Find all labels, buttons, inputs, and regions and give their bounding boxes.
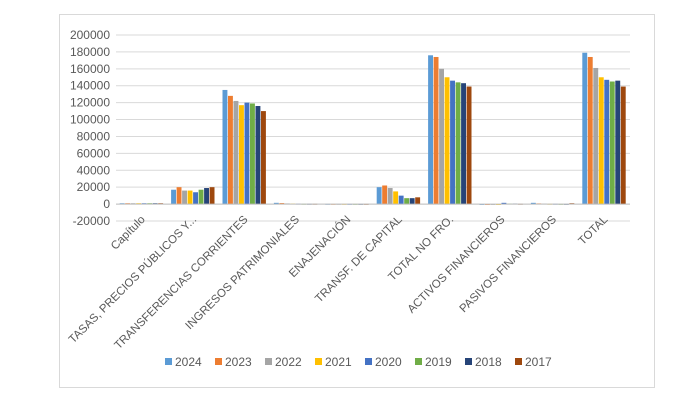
bar-2019-5 (404, 198, 410, 205)
bar-2024-9 (582, 52, 588, 205)
bar-2017-2 (261, 111, 266, 205)
legend-label-2017: 2017 (525, 355, 552, 369)
y-tick-label: 60000 (77, 146, 111, 160)
bar-2021-6 (444, 77, 450, 205)
bar-2022-9 (593, 67, 599, 205)
bars (119, 52, 626, 205)
bar-2018-9 (615, 80, 621, 205)
y-tick-label: 100000 (70, 113, 110, 127)
bar-2024-3 (273, 202, 279, 205)
bar-2020-5 (398, 195, 404, 205)
bar-2022-6 (439, 68, 444, 205)
bar-2017-5 (415, 197, 421, 205)
legend-swatch-2020 (365, 358, 372, 365)
bar-2020-6 (450, 80, 455, 205)
bar-2024-6 (428, 55, 433, 205)
y-tick-label: 200000 (70, 28, 110, 42)
bar-2023-5 (382, 185, 388, 205)
x-category-label: Capítulo (109, 214, 148, 253)
bar-2023-3 (279, 203, 285, 205)
bar-2017-6 (466, 86, 472, 205)
y-tick-label: -20000 (73, 214, 111, 228)
chart-frame (59, 14, 655, 388)
bar-2020-9 (604, 79, 610, 205)
bar-2020-7 (501, 202, 507, 205)
legend-label-2023: 2023 (225, 355, 252, 369)
y-tick-label: 20000 (77, 180, 111, 194)
bar-2024-1 (171, 189, 176, 205)
bar-2020-1 (193, 192, 198, 205)
bar-2024-5 (376, 187, 382, 205)
x-category-label: PASIVOS FINANCIEROS (458, 214, 560, 316)
bar-2019-2 (250, 103, 255, 205)
bar-2023-1 (176, 187, 182, 205)
legend-label-2020: 2020 (375, 355, 402, 369)
legend-swatch-2022 (265, 358, 272, 365)
legend-swatch-2017 (515, 358, 522, 365)
legend-label-2022: 2022 (275, 355, 302, 369)
bar-2023-6 (433, 56, 439, 205)
y-axis-tick-labels: -20000 0 20000 40000 60000 80000 100000 120000 1… (70, 28, 110, 228)
bar-2018-6 (461, 83, 466, 205)
bar-2017-9 (620, 86, 626, 205)
bar-2018-2 (255, 106, 261, 205)
y-tick-label: 140000 (70, 79, 110, 93)
legend-label-2024: 2024 (175, 355, 202, 369)
bar-2019-1 (198, 189, 204, 205)
bar-2021-5 (393, 191, 399, 205)
bar-2017-1 (209, 187, 215, 205)
y-tick-label: 160000 (70, 62, 110, 76)
y-tick-label: 80000 (77, 129, 111, 143)
bar-2022-5 (387, 188, 393, 205)
legend-swatch-2024 (165, 358, 172, 365)
bar-2021-9 (598, 77, 604, 205)
bar-2021-2 (239, 105, 244, 205)
bar-2018-1 (204, 188, 209, 205)
legend-swatch-2023 (215, 358, 222, 365)
bar-2020-2 (244, 102, 250, 205)
y-tick-label: 120000 (70, 96, 110, 110)
bar-2019-6 (455, 82, 461, 205)
bar-2024-2 (222, 89, 228, 205)
bar-2022-2 (233, 100, 239, 205)
legend-label-2018: 2018 (475, 355, 502, 369)
bar-2024-8 (530, 202, 536, 205)
y-tick-label: 40000 (77, 163, 111, 177)
y-tick-label: 0 (103, 197, 110, 211)
bar-2021-1 (187, 190, 193, 205)
y-tick-label: 180000 (70, 45, 110, 59)
x-category-label: TRANSF. DE CAPITAL (313, 213, 405, 305)
x-category-label: ACTIVOS FINANCIEROS (406, 214, 508, 316)
legend: 2024 2023 2022 2021 2020 2019 2018 2017 (165, 355, 552, 369)
x-category-label: INGRESOS PATRIMONIALES (184, 213, 303, 332)
bar-2023-2 (228, 95, 233, 205)
x-category-label: TOTAL (576, 213, 610, 247)
legend-swatch-2018 (465, 358, 472, 365)
legend-swatch-2021 (315, 358, 322, 365)
legend-label-2019: 2019 (425, 355, 452, 369)
bar-2019-9 (609, 81, 615, 205)
bar-2023-9 (587, 56, 593, 205)
legend-swatch-2019 (415, 358, 422, 365)
bar-2022-1 (182, 190, 187, 205)
legend-label-2021: 2021 (325, 355, 352, 369)
bar-2018-5 (409, 198, 415, 205)
